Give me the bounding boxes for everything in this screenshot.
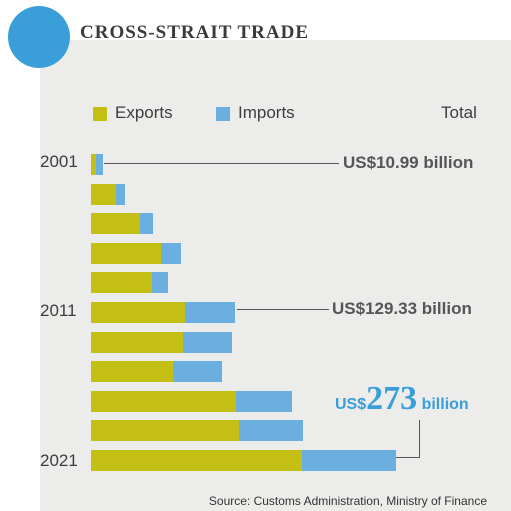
legend-exports-label: Exports [115, 103, 173, 122]
bar-exports-2013 [91, 332, 183, 353]
bar-imports-2003 [116, 184, 125, 205]
bar-imports-2005 [139, 213, 154, 234]
leader-line-2001 [104, 163, 339, 164]
total-label-2001: US$10.99 billion [343, 153, 474, 172]
bar-exports-2017 [91, 391, 237, 412]
leader-line-2011 [237, 309, 329, 310]
total-2021-number: 273 [366, 380, 418, 417]
year-label-2001: 2001 [40, 152, 78, 171]
bar-exports-2015 [91, 361, 173, 382]
bar-imports-2011 [184, 302, 236, 323]
total-label-2021: US$273 billion [335, 380, 469, 418]
legend-imports-swatch [216, 107, 230, 121]
year-label-2021: 2021 [40, 451, 78, 470]
bar-imports-2017 [236, 391, 293, 412]
leader-line-2021-h [396, 457, 420, 458]
total-2021-suffix: billion [421, 396, 469, 413]
legend-exports-swatch [93, 107, 107, 121]
bar-imports-2009 [151, 272, 169, 293]
accent-circle [8, 6, 70, 68]
bar-imports-2015 [172, 361, 222, 382]
bar-imports-2013 [182, 332, 232, 353]
legend-imports-label: Imports [238, 103, 295, 122]
bar-exports-2007 [91, 243, 161, 264]
total-2021-prefix: US$ [335, 396, 367, 413]
total-label-2011: US$129.33 billion [332, 299, 472, 318]
source-note: Source: Customs Administration, Ministry… [208, 494, 487, 508]
bar-imports-2019 [238, 420, 303, 441]
bar-exports-2009 [91, 272, 152, 293]
bar-imports-2021 [302, 450, 396, 471]
bar-exports-2011 [91, 302, 185, 323]
leader-line-2021-v [419, 420, 420, 458]
bar-exports-2021 [91, 450, 303, 471]
legend-total-label: Total [441, 103, 477, 122]
bar-imports-2007 [160, 243, 181, 264]
bar-exports-2003 [91, 184, 117, 205]
bar-exports-2019 [91, 420, 239, 441]
year-label-2011: 2011 [40, 301, 77, 320]
chart-title: CROSS-STRAIT TRADE [80, 22, 310, 43]
bar-imports-2001 [96, 154, 104, 175]
bar-exports-2001 [91, 154, 97, 175]
bar-exports-2005 [91, 213, 140, 234]
